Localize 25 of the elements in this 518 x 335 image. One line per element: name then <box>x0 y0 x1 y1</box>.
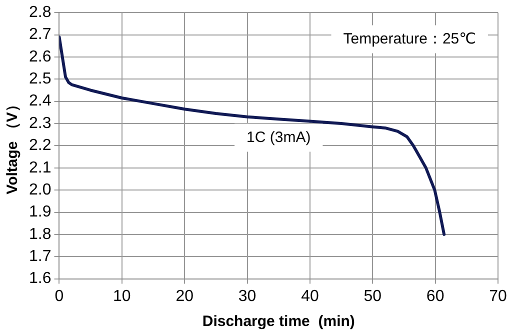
x-tick-label: 0 <box>54 288 64 305</box>
y-tick-label: 2.4 <box>28 92 52 110</box>
y-axis-title: Voltage （V） <box>4 97 22 194</box>
x-tick-label: 50 <box>364 288 382 305</box>
y-tick-label: 1.8 <box>28 226 52 243</box>
x-tick-label: 70 <box>489 288 507 305</box>
annotation: Temperature：25℃ <box>343 30 476 48</box>
y-tick-label: 2.0 <box>28 181 52 198</box>
x-tick-label: 10 <box>113 288 131 305</box>
y-tick-label: 2.5 <box>28 70 52 88</box>
annotation: 1C (3mA) <box>246 128 311 146</box>
x-tick-label: 40 <box>301 288 319 305</box>
x-tick-label: 30 <box>238 288 256 305</box>
x-axis-title: Discharge time (min) <box>202 313 355 330</box>
y-tick-label: 2.6 <box>28 48 52 66</box>
y-tick-label: 1.6 <box>28 270 52 288</box>
y-tick-label: 2.1 <box>28 159 52 176</box>
x-tick-label: 60 <box>426 288 444 305</box>
y-tick-label: 1.9 <box>28 204 52 221</box>
y-tick-label: 2.2 <box>28 137 52 154</box>
y-tick-label: 2.3 <box>28 114 52 132</box>
y-tick-label: 2.8 <box>28 4 52 22</box>
y-tick-label: 1.7 <box>28 248 52 266</box>
y-tick-label: 2.7 <box>28 26 52 44</box>
x-tick-label: 20 <box>176 288 194 305</box>
